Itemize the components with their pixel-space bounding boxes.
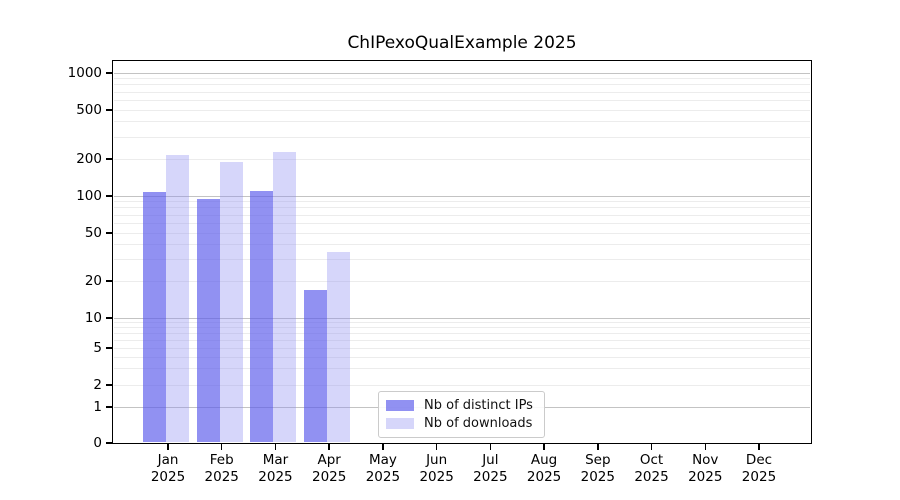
x-tick-label-may: May 2025 [365,452,401,485]
legend-swatch-downloads [386,418,414,429]
x-tick-mark-oct [650,443,653,450]
legend-item-downloads: Nb of downloads [386,416,536,431]
y-tick-label-0: 0 [93,435,102,451]
x-tick-mark-jun [435,443,438,450]
x-tick-label-dec: Dec 2025 [741,452,777,485]
chart-title: ChIPexoQualExample 2025 [347,33,577,53]
x-tick-label-nov: Nov 2025 [688,452,723,485]
y-tick-label-100: 100 [76,188,102,204]
y-tick-label-1: 1 [93,399,102,415]
y-tick-label-1000: 1000 [67,65,102,81]
legend-label-distinct-ips: Nb of distinct IPs [424,398,533,413]
x-tick-label-jul: Jul 2025 [473,452,508,485]
x-tick-mark-aug [543,443,545,450]
x-tick-label-sep: Sep 2025 [580,452,615,485]
y-tick-label-5: 5 [93,340,102,356]
x-tick-mark-jan [167,443,169,450]
x-tick-mark-nov [704,443,706,450]
x-tick-mark-jul [489,443,492,450]
x-tick-mark-apr [328,443,330,450]
y-tick-label-50: 50 [84,225,102,241]
x-tick-mark-mar [274,443,277,450]
x-tick-label-mar: Mar 2025 [258,452,293,485]
x-tick-label-oct: Oct 2025 [634,452,669,485]
legend-item-distinct-ips: Nb of distinct IPs [386,398,536,413]
legend: Nb of distinct IPs Nb of downloads [378,391,545,438]
x-tick-label-aug: Aug 2025 [526,452,562,485]
x-tick-label-feb: Feb 2025 [204,452,239,485]
legend-swatch-distinct-ips [386,400,414,411]
x-tick-label-jan: Jan 2025 [150,452,186,485]
x-tick-mark-sep [597,443,599,450]
x-tick-mark-feb [221,443,223,450]
plot-border [112,60,812,444]
x-tick-mark-dec [758,443,760,450]
y-tick-label-20: 20 [84,273,102,289]
y-tick-label-500: 500 [76,102,102,118]
y-tick-label-2: 2 [93,377,102,393]
x-tick-label-jun: Jun 2025 [419,452,454,485]
legend-label-downloads: Nb of downloads [424,416,533,431]
x-tick-mark-may [382,443,384,450]
x-tick-label-apr: Apr 2025 [311,452,347,485]
y-tick-label-10: 10 [84,310,102,326]
y-tick-label-200: 200 [76,151,102,167]
